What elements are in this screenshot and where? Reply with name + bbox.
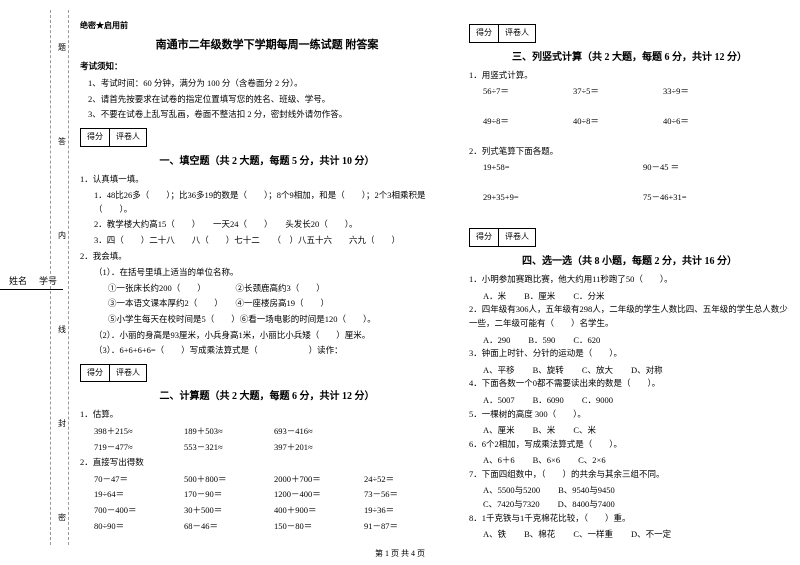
calc-row: 19÷64＝170－90＝1200－400＝73－56＝ xyxy=(94,488,454,502)
exam-title: 南通市二年级数学下学期每周一练试题 附答案 xyxy=(80,37,454,55)
classification-label: 绝密★启用前 xyxy=(80,20,454,33)
score-box: 得分 评卷人 xyxy=(469,228,536,247)
calc-row: 80÷90＝68－46＝150－80＝91－87＝ xyxy=(94,520,454,534)
calc-row: 398＋215≈189＋503≈693－416≈ xyxy=(94,425,454,439)
options: A．5007B．6090C．9000 xyxy=(483,394,790,408)
options: A、5500与5200B、9540与9450 xyxy=(483,484,790,498)
calc-row: 719－477≈553－321≈397＋201≈ xyxy=(94,441,454,455)
fold-line xyxy=(50,10,51,545)
score-box: 得分 评卷人 xyxy=(80,364,147,383)
options: A．米B．厘米C．分米 xyxy=(483,290,790,304)
notice-item: 2、请首先按要求在试卷的指定位置填写您的姓名、班级、学号。 xyxy=(88,93,454,107)
options: A、铁B、棉花C、一样重D、不一定 xyxy=(483,528,790,542)
sub-question: 3．四（ ）二十八 八（ ）七十二 （ ）八五十六 六九（ ） xyxy=(94,234,454,248)
options: A、6＋6B、6×6C、2×6 xyxy=(483,454,790,468)
section-title: 四、选一选（共 8 小题，每题 2 分，共计 16 分） xyxy=(469,254,790,270)
score-label: 得分 xyxy=(81,365,110,382)
question: 1．估算。 xyxy=(80,408,454,422)
binding-side-labels: 学号 姓名 班级 学校 乡镇(街道) xyxy=(8,0,63,565)
sub-question: （2）．小丽的身高是93厘米，小兵身高1米，小丽比小兵矮（ ）厘米。 xyxy=(94,329,454,343)
right-column: 得分 评卷人 三、列竖式计算（共 2 大题，每题 6 分，共计 12 分） 1．… xyxy=(469,20,790,555)
grader-label: 评卷人 xyxy=(110,365,146,382)
question: 2．列式笔算下面各题。 xyxy=(469,145,790,159)
question: 2．四年级有306人，五年级有298人，二年级的学生人数比四、五年级的学生总人数… xyxy=(469,303,790,330)
question: 6．6个2相加，写成乘法算式是（ ）。 xyxy=(469,438,790,452)
options: A、厘米B、米C、米 xyxy=(483,424,790,438)
calc-row: 49÷8＝40÷8＝40÷6＝ xyxy=(483,115,790,129)
score-label: 得分 xyxy=(81,129,110,146)
fold-line xyxy=(68,10,69,545)
options: A、平移B、旋转C、放大D、对称 xyxy=(483,364,790,378)
grader-label: 评卷人 xyxy=(110,129,146,146)
section-title: 二、计算题（共 2 大题，每题 6 分，共计 12 分） xyxy=(80,389,454,405)
sub-question: ⑤小学生每天在校时间是5（ ）⑥看一场电影的时间是120（ ）。 xyxy=(108,313,454,327)
side-label: 姓名 xyxy=(3,269,33,297)
binding-text: 题 答 内 线 封 密 xyxy=(56,0,68,565)
grader-label: 评卷人 xyxy=(499,229,535,246)
question: 3．钟面上时针、分针的运动是（ ）。 xyxy=(469,347,790,361)
sub-question: 1．48比26多（ ）；比36多19的数是（ ）；8个9相加，和是（ ）；2个3… xyxy=(94,189,454,216)
notice-item: 1、考试时间：60 分钟，满分为 100 分（含卷面分 2 分）。 xyxy=(88,77,454,91)
score-box: 得分 评卷人 xyxy=(469,24,536,43)
sub-question: ①一张床长约200（ ） ②长颈鹿高约3（ ） xyxy=(108,282,454,296)
question: 7．下面四组数中，（ ）的共余与其余三组不同。 xyxy=(469,468,790,482)
calc-row: 19+58=90－45 ＝ xyxy=(483,161,790,175)
question: 5．一棵树的高度 300（ ）。 xyxy=(469,408,790,422)
left-column: 绝密★启用前 南通市二年级数学下学期每周一练试题 附答案 考试须知： 1、考试时… xyxy=(80,20,454,555)
sub-question: 2．教学楼大约高15（ ） 一天24（ ） 头发长20（ ）。 xyxy=(94,218,454,232)
question: 1．认真填一填。 xyxy=(80,173,454,187)
score-box: 得分 评卷人 xyxy=(80,128,147,147)
calc-row: 700－400＝30＋500＝400＋900＝19÷36＝ xyxy=(94,504,454,518)
grader-label: 评卷人 xyxy=(499,25,535,42)
notice-item: 3、不要在试卷上乱写乱画，卷面不整洁扣 2 分，密封线外请勿作答。 xyxy=(88,108,454,122)
question: 1．小明参加赛跑比赛，他大约用11秒跑了50（ ）。 xyxy=(469,273,790,287)
notice-heading: 考试须知： xyxy=(80,60,454,74)
calc-row: 70－47＝500＋800＝2000＋700＝24÷52＝ xyxy=(94,473,454,487)
options: A．290B．590C．620 xyxy=(483,334,790,348)
section-title: 一、填空题（共 2 大题，每题 5 分，共计 10 分） xyxy=(80,154,454,170)
question: 2．我会填。 xyxy=(80,250,454,264)
score-label: 得分 xyxy=(470,229,499,246)
sub-question: （1）．在括号里填上适当的单位名称。 xyxy=(94,266,454,280)
sub-question: ③一本语文课本厚约2（ ） ④一座楼房高19（ ） xyxy=(108,297,454,311)
calc-row: 56÷7＝37÷5＝33÷9＝ xyxy=(483,85,790,99)
question: 8．1千克铁与1千克棉花比较，（ ）重。 xyxy=(469,512,790,526)
score-label: 得分 xyxy=(470,25,499,42)
side-label: 班级 xyxy=(0,269,3,297)
calc-row: 29+35+9=75－46+31= xyxy=(483,191,790,205)
question: 4．下面各数一个0都不需要读出来的数是（ ）。 xyxy=(469,377,790,391)
section-title: 三、列竖式计算（共 2 大题，每题 6 分，共计 12 分） xyxy=(469,50,790,66)
options: C、7420与7320D、8400与7400 xyxy=(483,498,790,512)
sub-question: （3）．6+6+6+6=（ ）写成乘法算式是（ ）读作： xyxy=(94,344,454,358)
page-footer: 第 1 页 共 4 页 xyxy=(0,548,800,559)
question: 1．用竖式计算。 xyxy=(469,69,790,83)
question: 2．直接写出得数 xyxy=(80,456,454,470)
